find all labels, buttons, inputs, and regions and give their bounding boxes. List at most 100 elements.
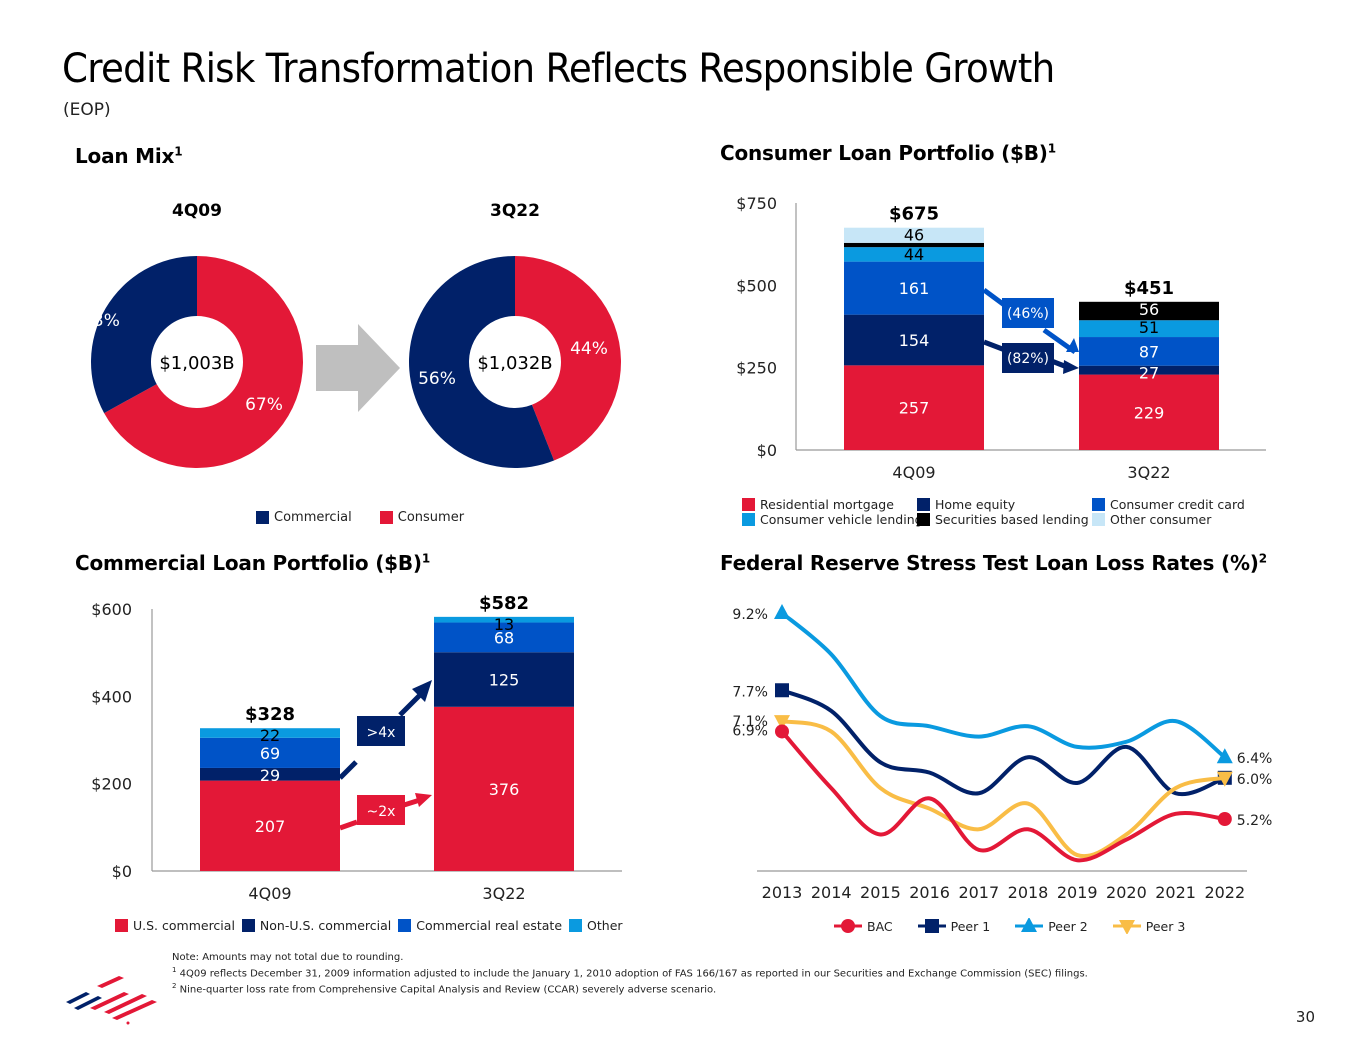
legend-label: Securities based lending bbox=[935, 512, 1089, 527]
bar-total-label: $675 bbox=[889, 204, 939, 225]
footnote-marker: 1 bbox=[174, 144, 183, 159]
legend-label: Commercial bbox=[274, 510, 352, 525]
footnote-1: 1 4Q09 reflects December 31, 2009 inform… bbox=[172, 964, 1088, 980]
stress-title-text: Federal Reserve Stress Test Loan Loss Ra… bbox=[720, 551, 1259, 575]
end-marker-peer-3 bbox=[1216, 771, 1233, 787]
x-tick-label: 2015 bbox=[860, 883, 901, 902]
stress-title: Federal Reserve Stress Test Loan Loss Ra… bbox=[720, 551, 1267, 575]
legend-swatch bbox=[742, 498, 755, 511]
footnote-marker: 1 bbox=[1047, 141, 1056, 156]
bar-segment-label: 29 bbox=[260, 766, 280, 785]
donut-center-total: $1,003B bbox=[159, 353, 234, 374]
bar-segment-consumer-credit-card bbox=[1079, 337, 1219, 366]
footnote-2: 2 Nine-quarter loss rate from Comprehens… bbox=[172, 980, 1088, 996]
legend-item-bac: BAC bbox=[833, 918, 893, 934]
bar-segment-label: 229 bbox=[1134, 403, 1165, 422]
legend-item-peer-1: Peer 1 bbox=[917, 918, 991, 934]
footnote-marker: 1 bbox=[421, 551, 431, 566]
start-value-label: 7.1% bbox=[732, 714, 768, 730]
arrow-head-icon bbox=[1063, 360, 1079, 374]
y-tick-label: $0 bbox=[112, 862, 132, 881]
end-value-label: 6.0% bbox=[1237, 772, 1273, 788]
bar-segment-label: 44 bbox=[904, 245, 924, 264]
legend-label: Commercial real estate bbox=[416, 918, 563, 933]
bar-segment-home-equity bbox=[844, 314, 984, 366]
bar-segment-label: 87 bbox=[1139, 342, 1159, 361]
legend-marker-square-icon bbox=[917, 919, 946, 933]
bar-segment-other bbox=[200, 728, 340, 738]
consumer-title-text: Consumer Loan Portfolio ($B) bbox=[720, 141, 1048, 165]
legend-label: Peer 3 bbox=[1145, 918, 1186, 934]
legend-label: BAC bbox=[867, 918, 893, 934]
end-marker-peer-2 bbox=[1216, 748, 1233, 764]
y-tick-label: $250 bbox=[736, 359, 777, 378]
bar-segment-label: 125 bbox=[489, 671, 520, 690]
legend-label: Consumer vehicle lending bbox=[760, 512, 923, 527]
legend-label: Residential mortgage bbox=[760, 497, 894, 512]
bar-segment-securities-based-lending bbox=[1079, 301, 1219, 321]
start-marker-peer-1 bbox=[775, 683, 789, 698]
bar-segment-commercial-real-estate bbox=[200, 737, 340, 768]
start-marker-peer-3 bbox=[774, 715, 790, 731]
annotation-label: >4x bbox=[367, 725, 396, 741]
x-category-label: 4Q09 bbox=[892, 463, 935, 482]
legend-label: Peer 1 bbox=[950, 918, 991, 934]
donut-slice-consumer bbox=[515, 256, 621, 461]
bar-segment-residential-mortgage bbox=[1079, 374, 1219, 450]
y-tick-label: $600 bbox=[91, 600, 132, 619]
bar-segment-label: 257 bbox=[899, 399, 930, 418]
donut-slice-label: 33% bbox=[82, 311, 120, 331]
bar-segment-home-equity bbox=[1079, 365, 1219, 375]
legend-item-consumer-credit-card: Consumer credit card bbox=[1092, 497, 1245, 512]
legend-label: Other consumer bbox=[1110, 512, 1212, 527]
commercial-title-text: Commercial Loan Portfolio ($B) bbox=[75, 551, 422, 575]
legend-item-peer-3: Peer 3 bbox=[1112, 918, 1186, 934]
bar-total-label: $451 bbox=[1124, 278, 1174, 299]
x-category-label: 4Q09 bbox=[248, 884, 291, 903]
donut-slice-label: 67% bbox=[245, 395, 283, 415]
legend-swatch-other bbox=[569, 919, 583, 932]
bar-segment-label: 22 bbox=[260, 726, 280, 745]
legend-marker-triangle-up-icon bbox=[1015, 918, 1044, 932]
legend-label: Consumer bbox=[397, 510, 465, 525]
stress-chart: 2013 2014 2015 2016 2017 2018 2019 2020 2021 2022… bbox=[732, 604, 1273, 902]
arrow-head-icon bbox=[1066, 338, 1079, 352]
legend-item-securities-based-lending: Securities based lending bbox=[917, 512, 1089, 527]
bar-segment-residential-mortgage bbox=[844, 365, 984, 450]
legend-swatch bbox=[1092, 498, 1105, 511]
legend-swatch bbox=[742, 513, 755, 526]
series-bac bbox=[775, 724, 1232, 863]
commercial-legend: U.S. commercial Non-U.S. commercial Commer… bbox=[115, 918, 630, 933]
footnote-marker: 2 bbox=[1258, 551, 1267, 566]
annotation-box-home-equity bbox=[1002, 343, 1054, 373]
bar-segment-other-consumer bbox=[844, 227, 984, 243]
legend-marker bbox=[1021, 918, 1038, 932]
y-tick-label: $750 bbox=[736, 194, 777, 213]
bank-logo-icon bbox=[66, 976, 157, 1025]
bar-segment-commercial-real-estate bbox=[434, 622, 574, 653]
bar-segment-label: 51 bbox=[1139, 318, 1159, 337]
donut-slice-commercial bbox=[91, 256, 197, 414]
footnote-marker: 1 bbox=[172, 966, 177, 974]
start-marker-peer-2 bbox=[774, 604, 790, 619]
end-value-label: 5.2% bbox=[1237, 813, 1273, 829]
legend-swatch bbox=[917, 513, 930, 526]
bar-segment-label: 56 bbox=[1139, 300, 1159, 319]
series-line-peer-3 bbox=[781, 719, 1226, 859]
x-tick-label: 2014 bbox=[811, 883, 852, 902]
legend-swatch-non-u-s-commercial bbox=[241, 919, 255, 932]
stress-legend: BAC Peer 1 Peer 2 Peer 3 bbox=[833, 918, 1209, 934]
y-tick-label: $500 bbox=[736, 276, 777, 295]
bar-total-label: $328 bbox=[245, 704, 295, 725]
donut-slice-commercial bbox=[408, 256, 555, 469]
bar-segment-label: 46 bbox=[904, 226, 924, 245]
legend-item-peer-2: Peer 2 bbox=[1014, 918, 1088, 934]
donut-center-total: $1,032B bbox=[477, 353, 552, 374]
bar-segment-label: 13 bbox=[494, 615, 514, 634]
bar-segment-consumer-vehicle-lending bbox=[1079, 320, 1219, 338]
bar-segment-u-s-commercial bbox=[200, 780, 340, 871]
annotation-box-credit-card bbox=[1002, 298, 1054, 328]
footnote-text: Nine-quarter loss rate from Comprehensiv… bbox=[179, 984, 717, 996]
logo-flag-stripes bbox=[66, 976, 157, 1025]
start-value-label: 6.9% bbox=[732, 723, 768, 739]
